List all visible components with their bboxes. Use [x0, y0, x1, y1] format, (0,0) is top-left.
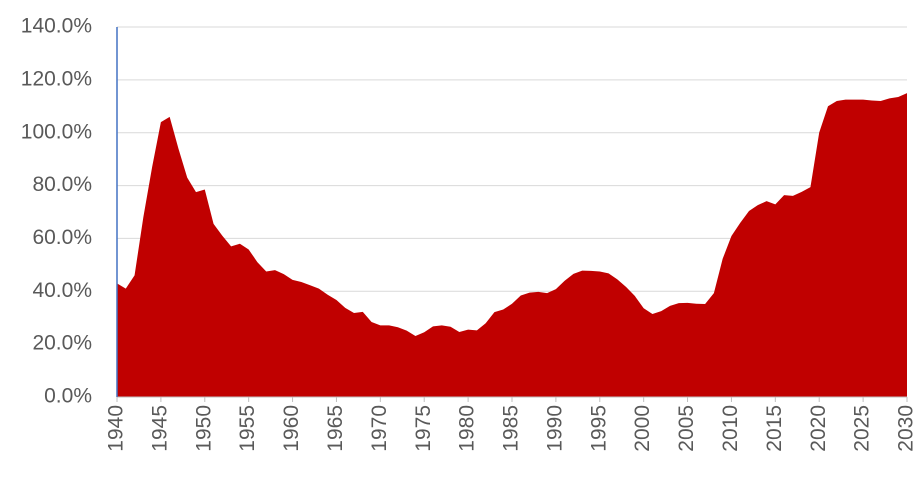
x-tick-label: 2015 [763, 405, 786, 452]
x-tick-label: 1960 [280, 405, 303, 452]
x-tick-label: 1955 [236, 405, 259, 452]
x-tick-label: 1965 [324, 405, 347, 452]
x-tick-label: 2005 [675, 405, 698, 452]
x-tick-label: 1950 [192, 405, 215, 452]
x-tick-label: 1975 [412, 405, 435, 452]
area [117, 93, 907, 398]
x-tick-label: 1940 [105, 405, 128, 452]
y-tick-label: 0.0% [44, 385, 92, 408]
y-tick-label: 140.0% [21, 15, 92, 38]
x-tick-label: 2020 [807, 405, 830, 452]
y-tick-label: 120.0% [21, 67, 92, 90]
x-tick-label: 1995 [587, 405, 610, 452]
y-tick-label: 40.0% [32, 279, 92, 302]
x-tick-label: 2025 [851, 405, 874, 452]
y-tick-label: 60.0% [32, 226, 92, 249]
y-tick-label: 100.0% [21, 120, 92, 143]
x-tick-label: 2030 [895, 405, 918, 452]
x-tick-label: 1990 [543, 405, 566, 452]
x-tick-label: 1945 [148, 405, 171, 452]
y-tick-label: 20.0% [32, 332, 92, 355]
x-tick-label: 1985 [500, 405, 523, 452]
y-tick-label: 80.0% [32, 173, 92, 196]
x-tick-label: 2010 [719, 405, 742, 452]
x-tick-label: 2000 [631, 405, 654, 452]
x-tick-label: 1970 [368, 405, 391, 452]
x-tick-label: 1980 [456, 405, 479, 452]
